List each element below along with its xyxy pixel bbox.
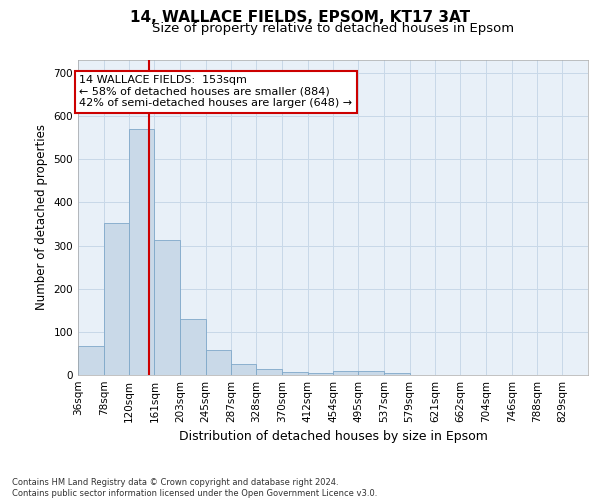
Bar xyxy=(232,364,256,375)
Bar xyxy=(180,319,206,375)
Bar xyxy=(130,129,154,375)
Bar xyxy=(358,371,384,375)
Text: 14, WALLACE FIELDS, EPSOM, KT17 3AT: 14, WALLACE FIELDS, EPSOM, KT17 3AT xyxy=(130,10,470,25)
Bar xyxy=(104,223,130,375)
Bar xyxy=(78,346,104,375)
Bar xyxy=(206,350,232,375)
Bar xyxy=(308,373,334,375)
Bar xyxy=(282,372,308,375)
Text: 14 WALLACE FIELDS:  153sqm
← 58% of detached houses are smaller (884)
42% of sem: 14 WALLACE FIELDS: 153sqm ← 58% of detac… xyxy=(79,75,352,108)
Title: Size of property relative to detached houses in Epsom: Size of property relative to detached ho… xyxy=(152,22,514,35)
Y-axis label: Number of detached properties: Number of detached properties xyxy=(35,124,48,310)
Text: Contains HM Land Registry data © Crown copyright and database right 2024.
Contai: Contains HM Land Registry data © Crown c… xyxy=(12,478,377,498)
X-axis label: Distribution of detached houses by size in Epsom: Distribution of detached houses by size … xyxy=(179,430,487,444)
Bar xyxy=(334,371,358,375)
Bar xyxy=(256,369,282,375)
Bar xyxy=(384,373,410,375)
Bar xyxy=(154,240,180,375)
